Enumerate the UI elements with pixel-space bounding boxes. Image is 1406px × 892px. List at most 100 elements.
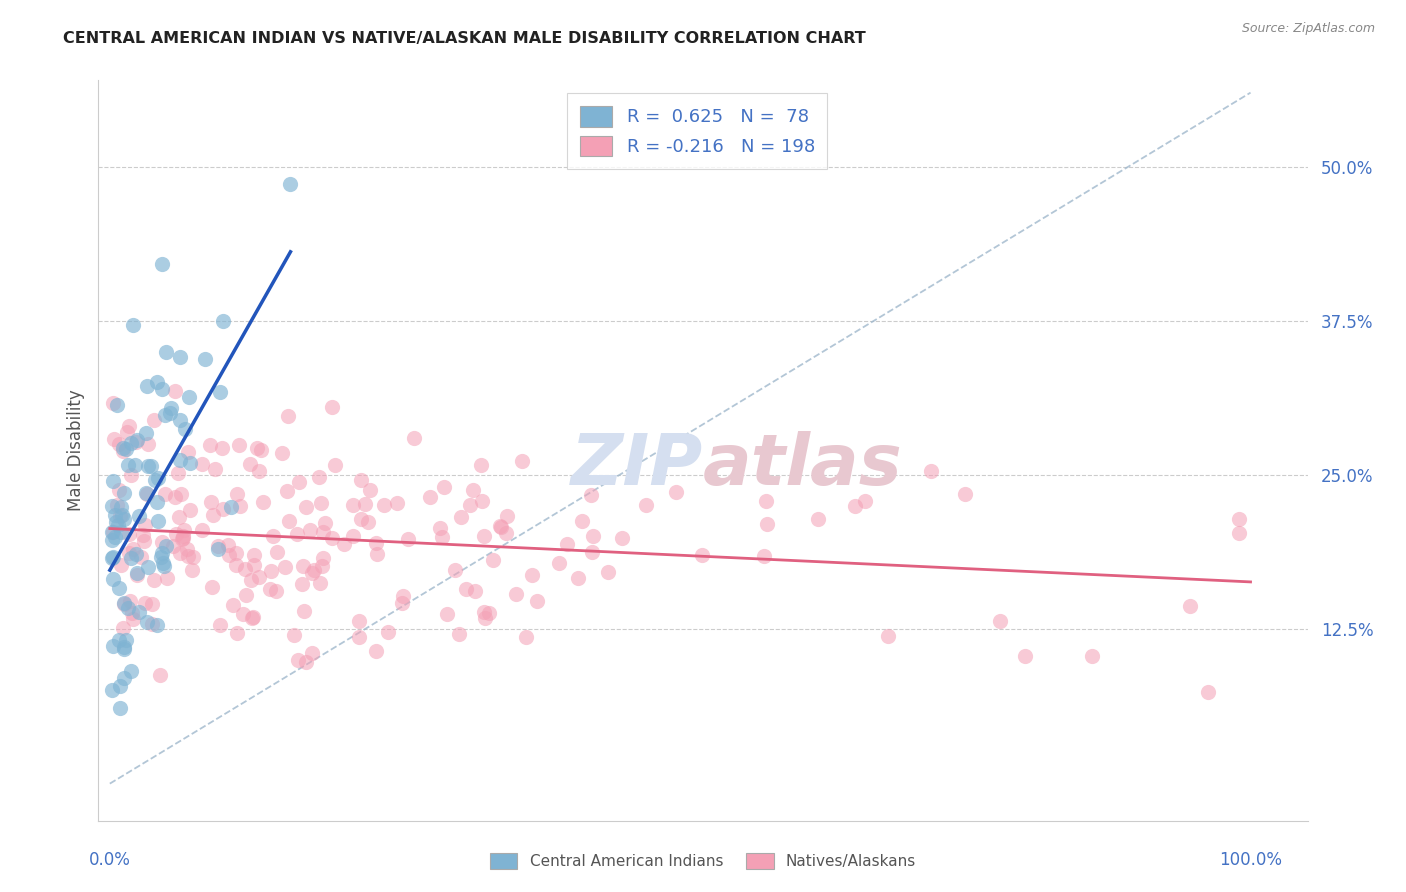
Point bbox=[150, 383, 173, 397]
Point bbox=[292, 604, 315, 618]
Point bbox=[112, 642, 135, 657]
Point bbox=[115, 425, 138, 439]
Point bbox=[321, 531, 343, 545]
Point bbox=[125, 433, 148, 447]
Point bbox=[496, 509, 519, 524]
Point bbox=[276, 483, 298, 498]
Point bbox=[104, 508, 127, 522]
Point bbox=[135, 615, 157, 629]
Point bbox=[581, 545, 603, 559]
Point bbox=[1227, 512, 1250, 526]
Point bbox=[377, 624, 399, 639]
Point bbox=[108, 679, 131, 693]
Point bbox=[242, 558, 264, 572]
Point bbox=[232, 607, 254, 622]
Point bbox=[249, 464, 271, 478]
Point bbox=[432, 530, 454, 544]
Point bbox=[101, 533, 124, 548]
Point bbox=[115, 633, 138, 648]
Point bbox=[162, 539, 184, 553]
Point bbox=[211, 441, 233, 455]
Point bbox=[134, 596, 156, 610]
Point bbox=[152, 556, 174, 570]
Point bbox=[1014, 649, 1036, 664]
Point bbox=[477, 606, 499, 620]
Text: ZIP: ZIP bbox=[571, 431, 703, 500]
Point bbox=[755, 516, 778, 531]
Point bbox=[136, 437, 159, 451]
Point bbox=[218, 548, 240, 562]
Point bbox=[853, 494, 876, 508]
Point bbox=[350, 511, 373, 525]
Point bbox=[103, 396, 125, 410]
Point bbox=[243, 548, 266, 562]
Point bbox=[259, 582, 281, 597]
Point bbox=[112, 596, 135, 610]
Point bbox=[225, 558, 247, 572]
Point bbox=[101, 640, 124, 654]
Point bbox=[239, 457, 262, 471]
Point bbox=[107, 517, 129, 532]
Point bbox=[245, 441, 267, 455]
Point bbox=[141, 458, 163, 473]
Point bbox=[179, 456, 201, 470]
Point bbox=[118, 527, 141, 541]
Point bbox=[101, 550, 124, 565]
Point bbox=[217, 538, 239, 552]
Point bbox=[226, 487, 249, 501]
Point bbox=[1197, 685, 1219, 699]
Point bbox=[112, 444, 135, 458]
Point bbox=[146, 375, 169, 389]
Text: 0.0%: 0.0% bbox=[89, 852, 131, 870]
Point bbox=[112, 621, 135, 635]
Point bbox=[105, 398, 128, 412]
Point bbox=[117, 600, 139, 615]
Legend: R =  0.625   N =  78, R = -0.216   N = 198: R = 0.625 N = 78, R = -0.216 N = 198 bbox=[567, 93, 827, 169]
Point bbox=[364, 536, 387, 550]
Point bbox=[207, 542, 229, 557]
Point bbox=[111, 441, 134, 455]
Point bbox=[198, 438, 221, 452]
Point bbox=[225, 546, 247, 560]
Point bbox=[169, 350, 191, 364]
Point bbox=[101, 524, 124, 539]
Point bbox=[136, 560, 159, 574]
Point bbox=[596, 565, 619, 579]
Point bbox=[364, 644, 387, 658]
Point bbox=[110, 524, 132, 539]
Point bbox=[291, 559, 314, 574]
Point bbox=[153, 559, 176, 574]
Point bbox=[273, 559, 295, 574]
Point bbox=[207, 540, 229, 554]
Point bbox=[155, 409, 177, 423]
Legend: Central American Indians, Natives/Alaskans: Central American Indians, Natives/Alaska… bbox=[484, 847, 922, 875]
Point bbox=[121, 611, 143, 625]
Point bbox=[114, 511, 136, 525]
Point bbox=[142, 413, 165, 427]
Point bbox=[169, 546, 191, 560]
Point bbox=[252, 495, 274, 509]
Point bbox=[108, 436, 131, 450]
Point bbox=[135, 485, 157, 500]
Point bbox=[150, 257, 173, 271]
Point bbox=[226, 625, 249, 640]
Point bbox=[212, 314, 235, 328]
Point bbox=[522, 568, 544, 582]
Point bbox=[101, 524, 124, 539]
Point bbox=[120, 664, 142, 678]
Point bbox=[200, 494, 222, 508]
Point bbox=[321, 400, 343, 414]
Point bbox=[280, 177, 302, 191]
Point bbox=[120, 467, 142, 482]
Point bbox=[208, 617, 231, 632]
Point bbox=[264, 583, 287, 598]
Point bbox=[176, 542, 198, 557]
Point bbox=[141, 598, 163, 612]
Point bbox=[110, 700, 132, 714]
Point bbox=[143, 573, 166, 587]
Point bbox=[342, 498, 364, 512]
Point bbox=[752, 549, 775, 563]
Point bbox=[181, 550, 204, 565]
Point bbox=[110, 500, 132, 515]
Point bbox=[288, 475, 311, 489]
